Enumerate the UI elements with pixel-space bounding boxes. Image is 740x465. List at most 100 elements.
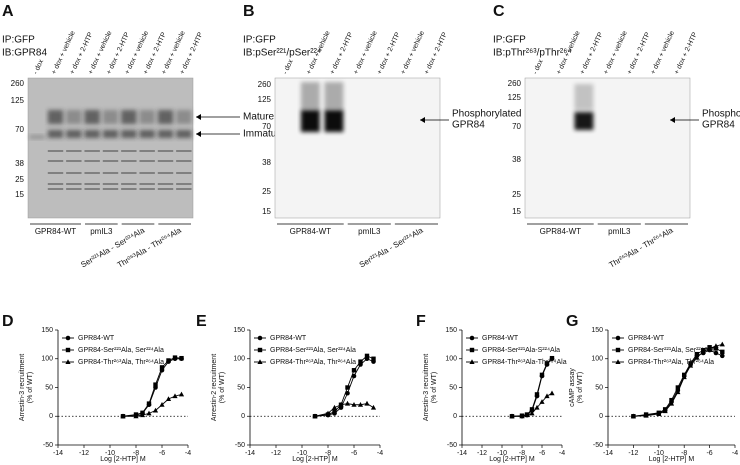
marker: [146, 401, 152, 406]
marker: [469, 335, 475, 341]
series-line: [122, 358, 182, 417]
x-tick-label: -4: [559, 450, 565, 457]
band: [176, 188, 192, 190]
x-tick-label: -12: [628, 450, 638, 457]
x-tick-label: -8: [133, 450, 139, 457]
band: [139, 160, 155, 162]
x-tick-label: -8: [519, 450, 525, 457]
band: [29, 135, 45, 139]
band: [66, 150, 82, 152]
lane-label: + dox + 2-HTP: [376, 31, 402, 76]
marker: [694, 351, 700, 357]
band: [66, 110, 82, 124]
band: [324, 110, 344, 132]
band: [300, 110, 320, 132]
mw-marker: 38: [15, 159, 24, 168]
mw-marker: 25: [512, 190, 521, 199]
band: [157, 172, 174, 174]
x-axis-label: Log [2-HTP] M: [100, 456, 146, 463]
arrow-head: [196, 114, 201, 120]
band: [121, 150, 137, 152]
panel-label: D: [2, 313, 14, 330]
marker: [364, 400, 370, 406]
x-tick-label: -12: [271, 450, 281, 457]
legend-label: GPR84-WT: [78, 335, 115, 342]
blot: [27, 77, 194, 219]
marker: [529, 410, 535, 416]
marker: [713, 346, 719, 351]
lane-label: + dox + vehicle: [353, 30, 379, 76]
x-tick-label: -10: [297, 450, 307, 457]
band: [47, 150, 64, 152]
panel-label: B: [243, 3, 255, 20]
mw-marker: 260: [508, 79, 522, 88]
ib-label: IB:pThr²⁶³/pThr²⁶⁴: [493, 48, 572, 59]
arrow-head: [196, 131, 201, 137]
marker: [534, 404, 540, 410]
mw-marker: 15: [512, 207, 521, 216]
band: [176, 183, 192, 185]
marker: [257, 359, 263, 364]
band: [176, 110, 192, 124]
legend-label: GPR84-Thr²⁶³Ala, Thr²⁶⁴Ala: [628, 359, 714, 366]
y-tick-label: -50: [447, 442, 457, 449]
lane-label: + dox + vehicle: [650, 30, 676, 76]
band: [121, 130, 137, 138]
marker: [615, 359, 621, 364]
band: [157, 188, 174, 190]
lane-label: + dox + vehicle: [400, 30, 426, 76]
band: [66, 130, 82, 138]
lane-label: + dox + 2-HTP: [423, 31, 449, 76]
marker: [370, 404, 377, 410]
x-tick-label: -4: [732, 450, 738, 457]
band: [84, 110, 100, 124]
y-tick-label: 0: [49, 413, 53, 420]
mw-marker: 15: [262, 207, 271, 216]
group-label: Thr²⁶³Ala - Thr²⁶⁴Ala: [116, 225, 183, 269]
marker: [544, 393, 550, 399]
mw-marker: 125: [258, 95, 272, 104]
arrow-head: [670, 117, 675, 123]
lane-label: - dox: [32, 58, 45, 76]
y-tick-label: 150: [233, 327, 245, 334]
band: [47, 188, 64, 190]
panel-label: C: [493, 3, 505, 20]
marker: [257, 335, 263, 341]
arrow-label: Phosphorylated: [452, 109, 522, 120]
marker: [700, 349, 706, 354]
x-tick-label: -6: [706, 450, 712, 457]
band: [102, 110, 119, 124]
y-tick-label: 0: [599, 413, 603, 420]
marker: [331, 404, 338, 410]
marker: [65, 335, 71, 341]
marker: [345, 390, 350, 396]
marker: [544, 361, 550, 366]
marker: [351, 373, 357, 379]
band: [84, 183, 100, 185]
legend-label: GPR84-Ser²²¹Ala, Ser²²⁴Ala: [270, 347, 356, 354]
marker: [694, 354, 700, 360]
marker: [469, 359, 475, 364]
lane-label: + dox + 2-HTP: [579, 31, 605, 76]
lane-label: + dox + 2-HTP: [673, 31, 699, 76]
x-tick-label: -10: [654, 450, 664, 457]
band: [84, 188, 100, 190]
group-label: pmIL3: [358, 227, 381, 236]
band: [66, 188, 82, 190]
x-tick-label: -14: [245, 450, 255, 457]
band: [47, 130, 64, 138]
ib-label: IB:GPR84: [2, 48, 47, 59]
marker: [615, 347, 621, 353]
band: [102, 172, 119, 174]
band: [157, 110, 174, 124]
band: [574, 112, 594, 130]
x-tick-label: -6: [159, 450, 165, 457]
band: [121, 188, 137, 190]
y-tick-label: 50: [237, 384, 245, 391]
group-label: GPR84-WT: [35, 227, 76, 236]
marker: [713, 343, 719, 349]
band: [176, 172, 192, 174]
marker: [519, 413, 525, 419]
marker: [713, 350, 719, 356]
arrow-head: [420, 117, 425, 123]
